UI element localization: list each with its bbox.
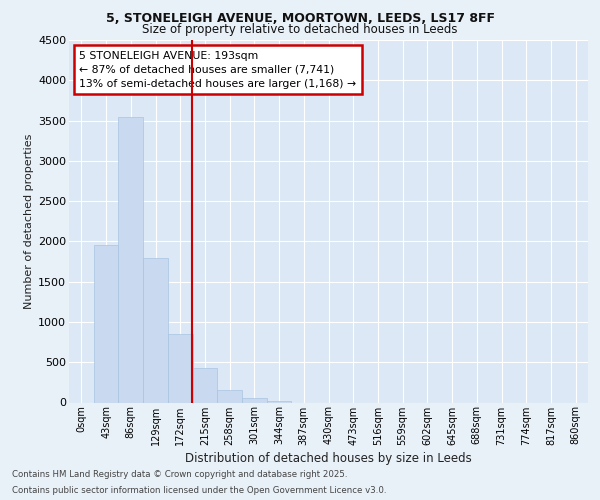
Bar	[267, 401, 292, 402]
Bar	[143, 258, 168, 402]
Bar	[168, 334, 193, 402]
Y-axis label: Number of detached properties: Number of detached properties	[24, 134, 34, 309]
Text: Size of property relative to detached houses in Leeds: Size of property relative to detached ho…	[142, 22, 458, 36]
Bar	[94, 246, 118, 402]
Bar	[217, 390, 242, 402]
Text: 5 STONELEIGH AVENUE: 193sqm
← 87% of detached houses are smaller (7,741)
13% of : 5 STONELEIGH AVENUE: 193sqm ← 87% of det…	[79, 51, 356, 89]
Bar	[193, 368, 217, 402]
Text: Contains HM Land Registry data © Crown copyright and database right 2025.: Contains HM Land Registry data © Crown c…	[12, 470, 347, 479]
Text: 5, STONELEIGH AVENUE, MOORTOWN, LEEDS, LS17 8FF: 5, STONELEIGH AVENUE, MOORTOWN, LEEDS, L…	[106, 12, 494, 26]
Bar	[118, 116, 143, 403]
Text: Contains public sector information licensed under the Open Government Licence v3: Contains public sector information licen…	[12, 486, 386, 495]
X-axis label: Distribution of detached houses by size in Leeds: Distribution of detached houses by size …	[185, 452, 472, 464]
Bar	[242, 398, 267, 402]
